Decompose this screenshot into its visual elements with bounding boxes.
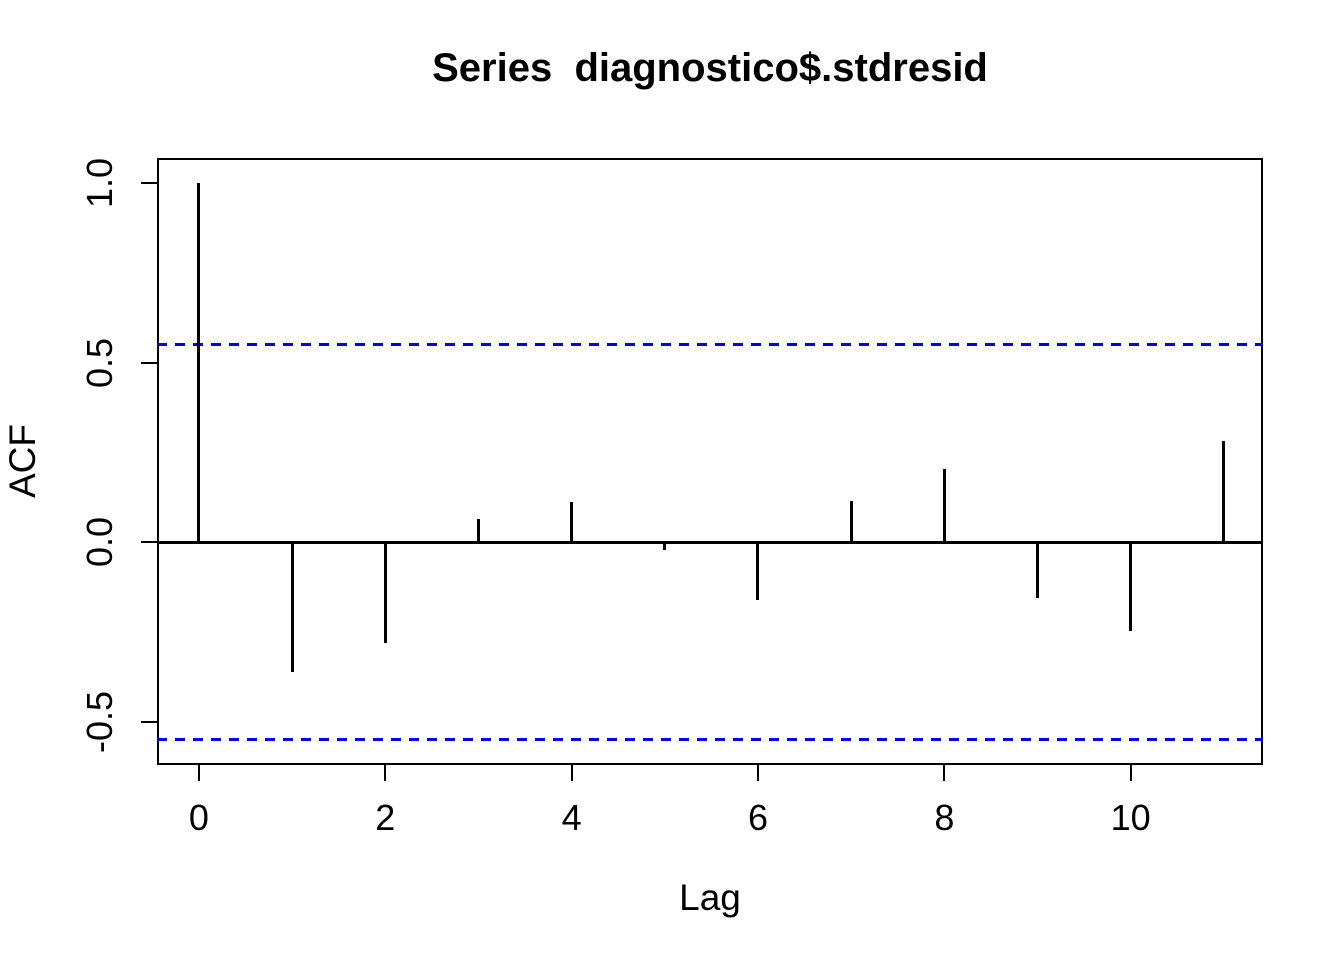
y-tick-label-0.5: 0.5 [79, 337, 120, 388]
y-tick-label--0.5: -0.5 [79, 690, 120, 753]
x-tick-0 [197, 765, 200, 781]
x-tick-6 [756, 765, 759, 781]
acf-bar-lag-7 [849, 501, 853, 543]
x-tick-2 [384, 765, 387, 781]
acf-bar-lag-1 [290, 542, 294, 672]
x-tick-label-10: 10 [1110, 797, 1151, 838]
acf-bar-lag-10 [1129, 542, 1133, 632]
acf-bar-lag-6 [756, 542, 760, 601]
acf-bar-lag-9 [1036, 542, 1039, 599]
y-tick--0.5 [141, 720, 157, 723]
x-tick-label-6: 6 [747, 797, 768, 838]
y-tick-0.5 [141, 361, 157, 364]
acf-bar-lag-2 [383, 542, 387, 643]
y-axis-label: ACF [2, 424, 43, 498]
x-axis-label: Lag [679, 877, 741, 918]
plot-area [157, 158, 1263, 765]
y-tick-1 [141, 182, 157, 185]
x-tick-label-8: 8 [934, 797, 955, 838]
acf-bar-lag-5 [663, 542, 667, 551]
acf-bar-lag-3 [476, 518, 480, 543]
acf-bar-lag-11 [1222, 440, 1226, 543]
acf-bar-lag-0 [197, 183, 201, 543]
zero-line [157, 540, 1263, 544]
acf-bar-lag-8 [942, 469, 946, 543]
acf-bar-lag-4 [570, 502, 574, 543]
x-tick-label-4: 4 [561, 797, 582, 838]
confidence-line-upper [157, 343, 1263, 347]
x-tick-label-0: 0 [188, 797, 209, 838]
x-tick-10 [1129, 765, 1132, 781]
x-tick-4 [570, 765, 573, 781]
plot-title: Series diagnostico$.stdresid [432, 46, 988, 90]
x-tick-label-2: 2 [375, 797, 396, 838]
confidence-line-lower [157, 738, 1263, 742]
x-tick-8 [943, 765, 946, 781]
y-tick-0 [141, 541, 157, 544]
y-tick-label-1: 1.0 [79, 158, 120, 209]
y-tick-label-0: 0.0 [79, 517, 120, 568]
